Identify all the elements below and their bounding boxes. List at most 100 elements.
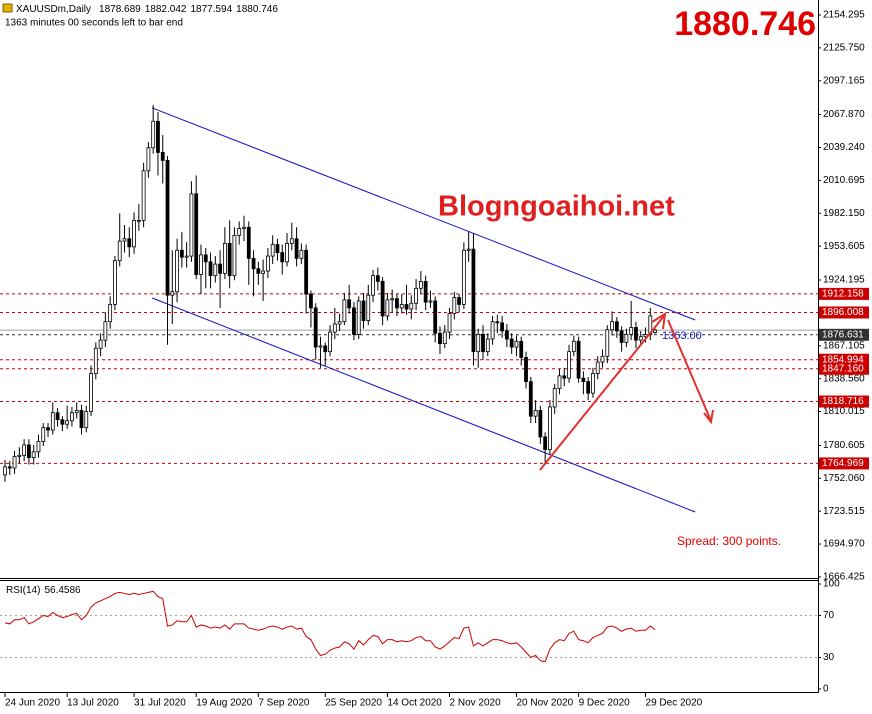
x-tick-label: 13 Jul 2020 bbox=[67, 698, 119, 709]
level-label-box bbox=[819, 306, 869, 319]
candle-body bbox=[189, 193, 194, 257]
candle-body bbox=[519, 340, 524, 358]
symbol-title: XAUUSDm,Daily bbox=[16, 4, 91, 15]
y-tick-label: 1953.605 bbox=[823, 241, 865, 252]
candle-body bbox=[275, 244, 280, 254]
level-label-box bbox=[819, 395, 869, 408]
x-tick-label: 7 Sep 2020 bbox=[258, 698, 310, 709]
candle-body bbox=[170, 291, 175, 296]
candle-body bbox=[79, 410, 84, 429]
candle-body bbox=[629, 327, 634, 335]
level-label: 1847.160 bbox=[822, 363, 864, 374]
candle-body bbox=[466, 248, 471, 251]
candle-body bbox=[538, 410, 543, 438]
candle-body bbox=[571, 340, 576, 353]
y-tick-label: 1723.515 bbox=[823, 506, 865, 517]
candle-body bbox=[7, 466, 12, 469]
candle-body bbox=[476, 333, 481, 353]
candle-body bbox=[375, 275, 380, 282]
candle-body bbox=[614, 321, 619, 332]
candle-body bbox=[457, 297, 462, 305]
candle-body bbox=[26, 444, 31, 459]
level-label-box bbox=[819, 287, 869, 300]
candle-body bbox=[304, 249, 309, 295]
candle-body bbox=[433, 300, 438, 334]
spread-text: Spread: 300 points. bbox=[677, 534, 781, 548]
candle-body bbox=[46, 427, 50, 431]
y-tick-label: 1694.970 bbox=[823, 539, 865, 550]
x-tick-label: 24 Jun 2020 bbox=[5, 698, 60, 709]
candle-body bbox=[447, 313, 452, 333]
candle-body bbox=[619, 330, 624, 343]
candle-body bbox=[41, 427, 46, 442]
candle-body bbox=[122, 238, 127, 242]
candle-body bbox=[151, 120, 156, 149]
candle-body bbox=[600, 355, 605, 363]
candle-body bbox=[294, 238, 299, 259]
y-tick-label: 1780.605 bbox=[823, 440, 865, 451]
candle-body bbox=[380, 280, 385, 317]
candle-body bbox=[17, 454, 22, 457]
candle-body bbox=[557, 375, 562, 389]
y-tick-label: 1838.560 bbox=[823, 373, 865, 384]
arrow-head bbox=[703, 409, 714, 425]
close-price: 1880.746 bbox=[236, 4, 278, 15]
y-tick-label: 1867.105 bbox=[823, 340, 865, 351]
candle-body bbox=[184, 255, 189, 258]
level-label-box bbox=[819, 328, 869, 341]
candle-body bbox=[65, 420, 70, 425]
candle-body bbox=[141, 170, 146, 221]
arrows bbox=[539, 312, 714, 471]
candle-body bbox=[528, 381, 533, 417]
candle-body bbox=[179, 249, 184, 258]
open-price: 1878.689 bbox=[99, 4, 141, 15]
candle-body bbox=[237, 228, 242, 236]
candle-body bbox=[490, 321, 495, 340]
candle-body bbox=[261, 270, 266, 274]
candle-body bbox=[634, 327, 638, 341]
x-tick-label: 14 Oct 2020 bbox=[387, 698, 442, 709]
candle-body bbox=[127, 238, 132, 248]
level-label: 1818.716 bbox=[822, 396, 864, 407]
candle-body bbox=[246, 226, 251, 259]
trend-line bbox=[152, 297, 696, 513]
candle-body bbox=[356, 300, 361, 335]
level-label: 1912.158 bbox=[822, 289, 864, 300]
candle-body bbox=[218, 263, 223, 274]
rsi-y-tick-label: 30 bbox=[823, 652, 835, 663]
candle-body bbox=[93, 347, 98, 374]
chart-header: XAUUSDm,Daily 1878.689 1882.042 1877.594 188… bbox=[16, 4, 278, 15]
rsi-y-tick-label: 0 bbox=[823, 684, 829, 695]
big-price: 1880.746 bbox=[674, 5, 816, 43]
candle-body bbox=[270, 244, 275, 257]
candle-body bbox=[280, 252, 285, 263]
low-price: 1877.594 bbox=[190, 4, 232, 15]
candle-body bbox=[548, 406, 552, 450]
y-tick-label: 1752.060 bbox=[823, 473, 865, 484]
y-tick-label: 2039.240 bbox=[823, 142, 865, 153]
candle-body bbox=[418, 280, 423, 289]
candle-body bbox=[552, 388, 557, 408]
candle-body bbox=[74, 410, 79, 414]
candle-body bbox=[251, 257, 256, 270]
rsi-y-tick-label: 70 bbox=[823, 610, 835, 621]
y-tick-label: 2154.295 bbox=[823, 10, 865, 21]
candle-body bbox=[366, 294, 371, 321]
candle-body bbox=[404, 304, 409, 310]
x-tick-label: 19 Aug 2020 bbox=[196, 698, 253, 709]
candle-body bbox=[132, 219, 136, 248]
candle-body bbox=[323, 345, 328, 353]
rsi-value: 56.4586 bbox=[44, 585, 81, 596]
candle-body bbox=[342, 299, 347, 323]
candle-body bbox=[36, 441, 41, 453]
countdown-text: 1363:00 bbox=[662, 330, 702, 342]
candle-body bbox=[591, 373, 595, 394]
candle-body bbox=[624, 333, 629, 343]
candle-body bbox=[399, 304, 404, 309]
candle-body bbox=[500, 322, 505, 332]
candle-body bbox=[103, 321, 108, 341]
candle-body bbox=[165, 160, 170, 296]
x-tick-label: 25 Sep 2020 bbox=[325, 698, 382, 709]
